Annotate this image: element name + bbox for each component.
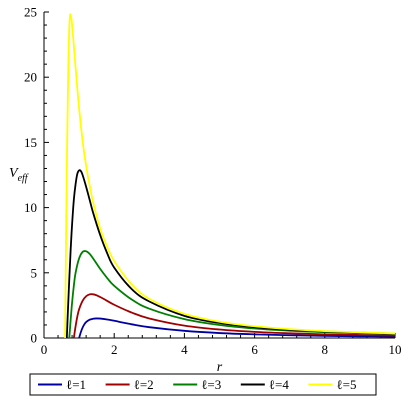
x-tick-label: 8 (322, 342, 329, 357)
y-tick-label: 15 (24, 135, 37, 150)
y-tick-label: 25 (24, 5, 37, 20)
legend-label-3: ℓ=3 (201, 377, 221, 392)
y-tick-label: 10 (24, 200, 37, 215)
series-line-4 (65, 169, 395, 338)
x-tick-label: 2 (111, 342, 118, 357)
legend-label-2: ℓ=2 (134, 377, 154, 392)
y-axis-label-sub: eff (18, 173, 29, 184)
legend-box (29, 373, 377, 396)
y-tick-label: 5 (31, 265, 38, 280)
series-line-1 (78, 317, 395, 338)
y-tick-label: 0 (31, 331, 38, 346)
series-lines (64, 13, 395, 338)
series-line-2 (72, 293, 395, 338)
x-tick-label: 6 (251, 342, 258, 357)
x-tick-label: 4 (181, 342, 188, 357)
y-tick-label: 20 (24, 70, 37, 85)
x-axis-label: r (217, 360, 223, 375)
legend-label-4: ℓ=4 (269, 377, 290, 392)
x-tick-label: 10 (389, 342, 402, 357)
y-axis-label: Veff (9, 166, 29, 184)
legend-label-5: ℓ=5 (336, 377, 356, 392)
legend: ℓ=1 ℓ=2 ℓ=3 ℓ=4 ℓ=5 (29, 373, 377, 396)
series-line-3 (68, 250, 395, 338)
series-line-5 (64, 13, 395, 338)
x-tick-label: 0 (41, 342, 48, 357)
legend-label-1: ℓ=1 (66, 377, 86, 392)
y-axis-label-main: V (9, 166, 19, 181)
